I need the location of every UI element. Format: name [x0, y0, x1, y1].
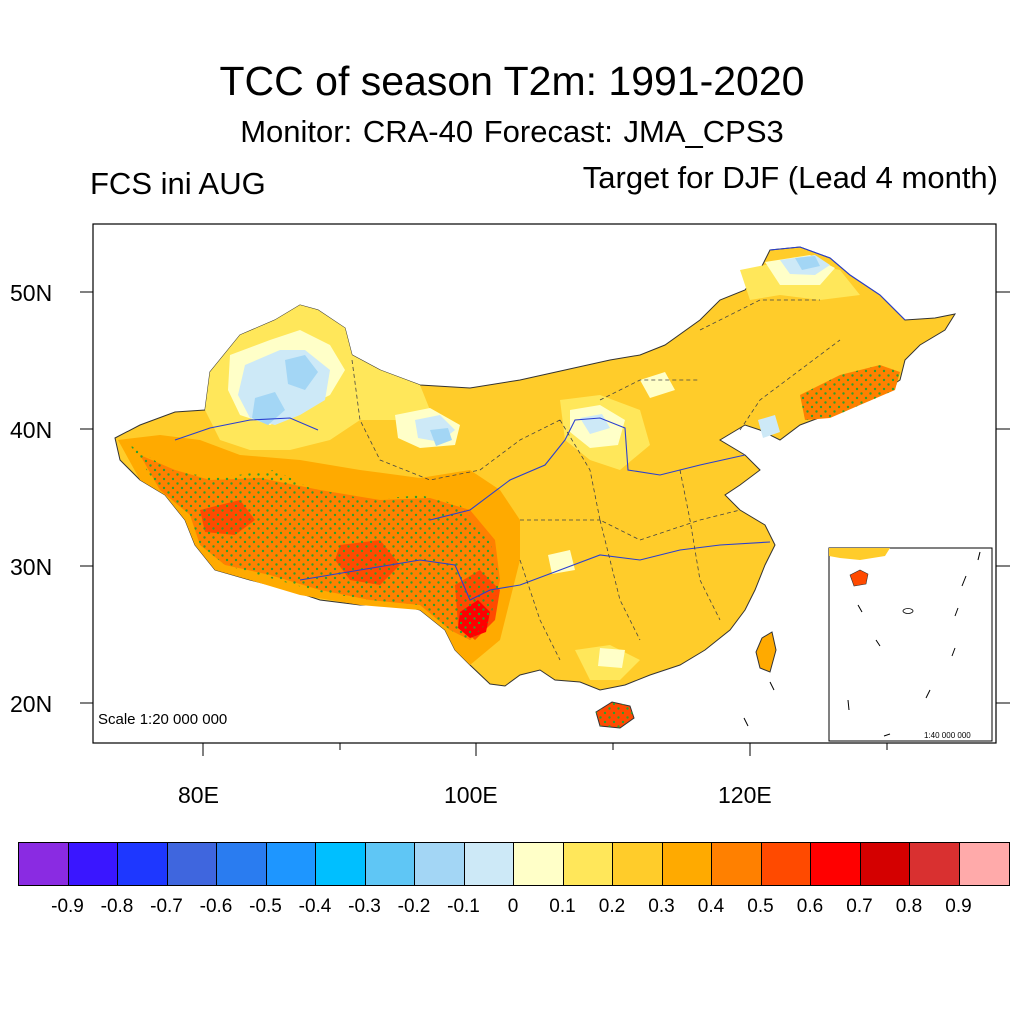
region-0.1-0.2 — [205, 260, 860, 680]
east-coast-fragments — [743, 681, 775, 727]
colorbar — [18, 842, 1010, 886]
lon-ticks — [202, 743, 888, 756]
south-china-sea-inset — [828, 547, 993, 742]
colorbar-tick-label: 0 — [507, 896, 519, 917]
lat-label-30n: 30N — [10, 554, 53, 580]
map-subtitle: Monitor: CRA-40 Forecast: JMA_CPS3 — [240, 114, 784, 149]
colorbar-tick-label: -0.6 — [199, 896, 233, 917]
river-tarim — [174, 417, 319, 441]
init-label: FCS ini AUG — [90, 166, 266, 201]
province-boundaries — [351, 299, 841, 661]
colorbar-swatch — [118, 843, 168, 885]
colorbar-tick-label: -0.5 — [249, 896, 282, 917]
colorbar-swatch — [613, 843, 663, 885]
colorbar-swatch — [959, 843, 1009, 885]
colorbar-swatch — [563, 843, 613, 885]
river-yellow — [429, 417, 746, 521]
significance-stipple — [130, 365, 900, 640]
colorbar-tick-label: 0.3 — [648, 896, 675, 917]
colorbar-tick-label: -0.4 — [298, 896, 332, 917]
colorbar-tick-label: 0.9 — [945, 896, 972, 917]
colorbar-swatch — [365, 843, 415, 885]
colorbar-tick-label: 0.2 — [598, 896, 626, 917]
colorbar-tick-label: 0.7 — [846, 896, 873, 917]
lat-ticks — [80, 291, 1010, 704]
colorbar-tick-label: -0.3 — [348, 896, 381, 917]
scale-note: Scale 1:20 000 000 — [98, 711, 228, 728]
colorbar-swatch — [910, 843, 960, 885]
colorbar-tick-label: 0.4 — [697, 896, 725, 917]
colorbar-swatch — [68, 843, 118, 885]
lat-label-50n: 50N — [10, 280, 53, 306]
colorbar-swatch — [266, 843, 316, 885]
colorbar-tick-label: -0.1 — [447, 896, 480, 917]
colorbar-swatch — [811, 843, 861, 885]
colorbar-swatch — [217, 843, 267, 885]
region-neg0.1-0 — [238, 255, 830, 442]
colorbar-tick-label: 0.1 — [549, 896, 576, 917]
colorbar-swatch — [316, 843, 366, 885]
map-title: TCC of season T2m: 1991-2020 — [219, 58, 805, 104]
lat-label-20n: 20N — [10, 691, 53, 717]
taiwan-island — [755, 631, 777, 673]
colorbar-swatch — [860, 843, 910, 885]
colorbar-tick-label: -0.7 — [150, 896, 183, 917]
lat-label-40n: 40N — [10, 417, 53, 443]
colorbar-tick-label: -0.9 — [51, 896, 84, 917]
colorbar-tick-label: 0.8 — [895, 896, 923, 917]
colorbar-swatch — [464, 843, 514, 885]
lon-label-80e: 80E — [178, 782, 219, 808]
colorbar-swatch — [662, 843, 712, 885]
colorbar-swatch — [19, 843, 69, 885]
lon-label-100e: 100E — [444, 782, 498, 808]
target-label: Target for DJF (Lead 4 month) — [582, 160, 998, 195]
colorbar-swatch — [415, 843, 465, 885]
colorbar-swatch — [514, 843, 564, 885]
colorbar-tick-label: 0.5 — [747, 896, 774, 917]
inset-scale-note: 1:40 000 000 — [924, 731, 971, 740]
river-yangtze — [299, 541, 771, 601]
colorbar-tick-label: -0.2 — [397, 896, 431, 917]
colorbar-tick-label: 0.6 — [796, 896, 824, 917]
colorbar-tick-label: -0.8 — [100, 896, 134, 917]
river-amur — [769, 246, 906, 321]
colorbar-swatch — [167, 843, 217, 885]
lon-label-120e: 120E — [718, 782, 772, 808]
colorbar-swatch — [712, 843, 762, 885]
colorbar-swatch — [761, 843, 811, 885]
